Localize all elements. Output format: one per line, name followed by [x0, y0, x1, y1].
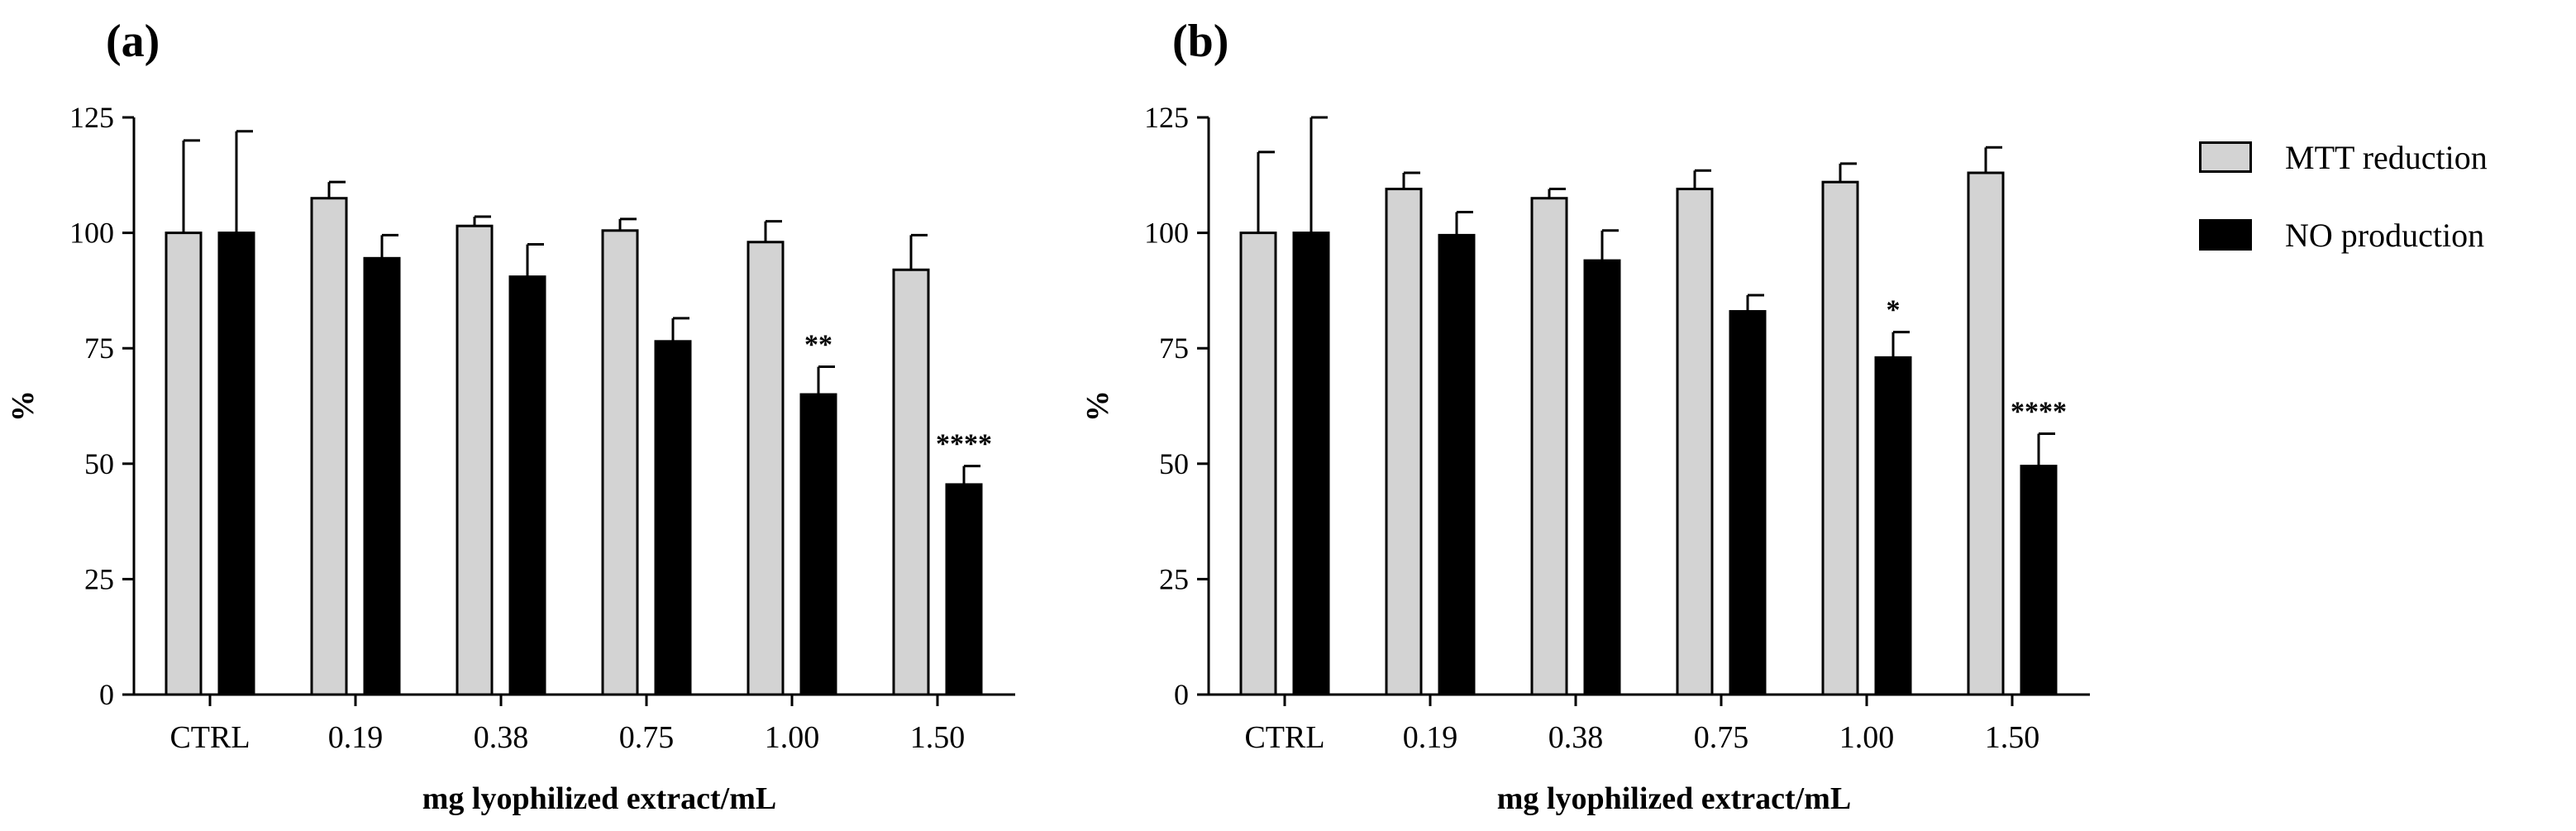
- chart-panel-b: (b) 0 25 50 75 100 125% CTRL 0.19 0.38 0.75 1.00 * 1…: [1075, 0, 2149, 831]
- y-tick-label: 0: [1174, 678, 1189, 711]
- legend-swatch-no: [2199, 219, 2252, 251]
- panel-label-b: (b): [1172, 16, 1229, 67]
- x-tick-label: 0.38: [1548, 720, 1604, 755]
- y-axis-title: %: [6, 390, 41, 422]
- bar-no-production: [2020, 465, 2058, 696]
- bar-no-production: [1583, 259, 1621, 696]
- x-axis-title: mg lyophilized extract/mL: [1497, 781, 1851, 816]
- y-tick-label: 100: [1144, 217, 1189, 250]
- x-tick-label: 0.75: [619, 720, 675, 755]
- bar-no-production: [945, 483, 983, 696]
- x-tick-label: 1.50: [910, 720, 966, 755]
- x-tick-label: 1.50: [1985, 720, 2040, 755]
- bar-no-production: [363, 256, 401, 696]
- plot-area: 0 25 50 75 100 125% CTRL 0.19 0.38 0.75 1.00 * 1.50 *…: [1080, 101, 2090, 816]
- x-tick-label: 0.19: [1403, 720, 1458, 755]
- y-tick-label: 100: [69, 217, 114, 250]
- bar-no-production: [1438, 233, 1476, 696]
- bar-no-production: [1729, 310, 1767, 696]
- bar-mtt-reduction: [892, 268, 930, 696]
- bar-mtt-reduction: [747, 241, 785, 696]
- legend: MTT reduction NO production: [2199, 132, 2571, 265]
- x-tick-label: CTRL: [169, 720, 250, 755]
- bar-no-production: [217, 232, 255, 696]
- y-tick-label: 125: [1144, 101, 1189, 134]
- chart-panel-a: (a) 0 25 50 75 100 125% CTRL 0.19 0.38 0.75 1.00 **…: [0, 0, 1075, 831]
- y-tick-label: 125: [69, 101, 114, 134]
- x-tick-label: 1.00: [765, 720, 820, 755]
- legend-label-no: NO production: [2285, 216, 2485, 254]
- bar-mtt-reduction: [1676, 188, 1714, 696]
- y-tick-label: 25: [1159, 562, 1189, 595]
- panel-label-a: (a): [106, 16, 160, 67]
- bar-mtt-reduction: [1821, 180, 1859, 696]
- bar-no-production: [654, 340, 692, 696]
- bar-mtt-reduction: [601, 229, 639, 696]
- x-tick-label: CTRL: [1244, 720, 1324, 755]
- bar-chart-a: 0 25 50 75 100 125% CTRL 0.19 0.38 0.75 1.00 ** 1.50…: [6, 101, 1015, 816]
- bar-mtt-reduction: [1385, 188, 1423, 696]
- bar-no-production: [1292, 232, 1330, 696]
- bar-no-production: [508, 275, 546, 696]
- bar-mtt-reduction: [1967, 171, 2005, 696]
- legend-label-mtt: MTT reduction: [2285, 138, 2488, 176]
- legend-item-mtt: MTT reduction: [2199, 132, 2488, 182]
- legend-item-no: NO production: [2199, 210, 2484, 260]
- bar-mtt-reduction: [1239, 232, 1277, 696]
- x-tick-label: 0.75: [1694, 720, 1749, 755]
- bar-mtt-reduction: [310, 197, 348, 696]
- y-tick-label: 50: [84, 447, 114, 480]
- significance-label: ****: [2011, 397, 2067, 427]
- bar-chart-b: 0 25 50 75 100 125% CTRL 0.19 0.38 0.75 1.00 * 1.50 *…: [1080, 101, 2090, 816]
- y-tick-label: 75: [84, 332, 114, 365]
- significance-label: ****: [936, 429, 992, 460]
- bar-no-production: [799, 393, 837, 696]
- y-tick-label: 0: [99, 678, 114, 711]
- bar-mtt-reduction: [456, 224, 494, 696]
- bar-mtt-reduction: [165, 232, 203, 696]
- bar-mtt-reduction: [1530, 197, 1568, 696]
- y-axis-title: %: [1080, 390, 1115, 422]
- x-tick-label: 0.19: [328, 720, 384, 755]
- y-tick-label: 25: [84, 562, 114, 595]
- significance-label: **: [804, 330, 832, 361]
- plot-area: 0 25 50 75 100 125% CTRL 0.19 0.38 0.75 1.00 ** 1.50…: [6, 101, 1015, 816]
- x-tick-label: 0.38: [474, 720, 529, 755]
- x-tick-label: 1.00: [1839, 720, 1895, 755]
- y-tick-label: 75: [1159, 332, 1189, 365]
- bar-no-production: [1874, 356, 1912, 696]
- significance-label: *: [1887, 295, 1901, 326]
- legend-swatch-mtt: [2199, 141, 2252, 173]
- y-tick-label: 50: [1159, 447, 1189, 480]
- x-axis-title: mg lyophilized extract/mL: [422, 781, 776, 816]
